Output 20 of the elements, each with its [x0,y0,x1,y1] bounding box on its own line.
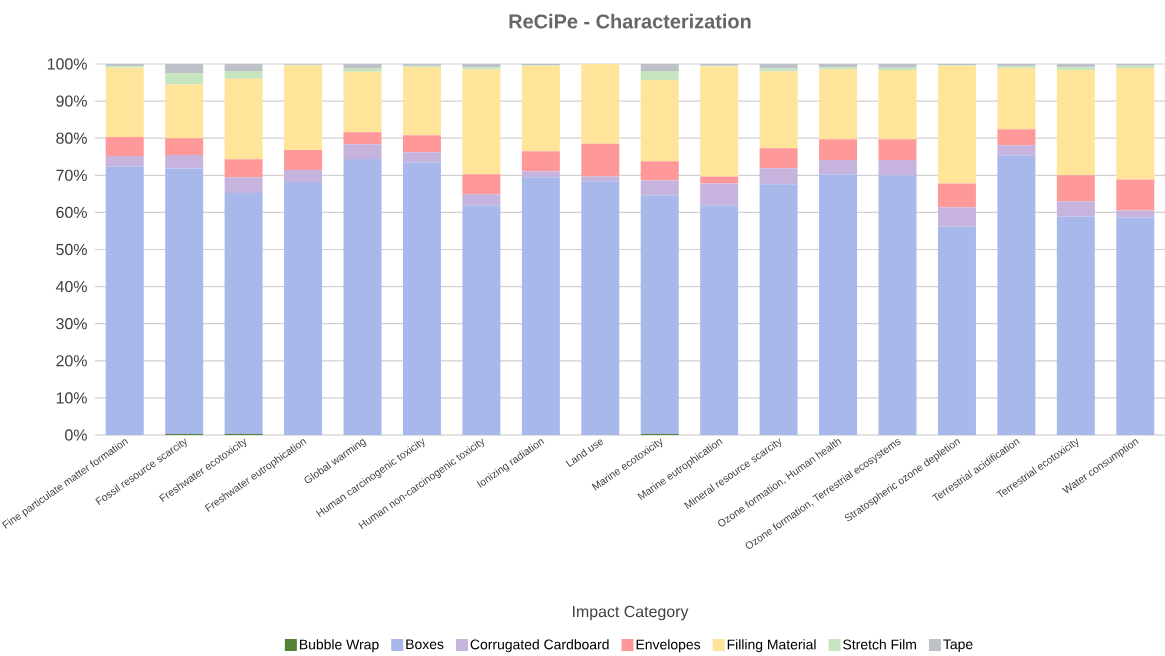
legend-label: Corrugated Cardboard [470,639,609,653]
y-tick-label: 60% [56,206,87,219]
legend-label: Boxes [406,639,444,650]
x-axis-title: Impact Category [572,605,689,621]
y-tick-label: 100% [47,58,87,70]
y-tick-label: 70% [56,169,87,181]
y-tick-label: 90% [56,95,87,107]
y-tick-label: 30% [56,318,87,330]
y-tick-label: 0% [65,429,87,441]
legend-label: Stretch Film [843,639,916,650]
legend-label: Filling Material [727,639,816,653]
y-tick-label: 50% [56,243,87,256]
y-tick-label: 20% [56,355,87,367]
legend-label: Tape [943,639,973,652]
legend-label: Envelopes [636,639,701,653]
chart-title: ReCiPe - Characterization [509,13,751,29]
y-tick-label: 40% [55,280,87,293]
y-tick-label: 10% [56,392,87,404]
y-tick-label: 80% [56,132,87,144]
legend-label: Bubble Wrap [299,639,379,653]
